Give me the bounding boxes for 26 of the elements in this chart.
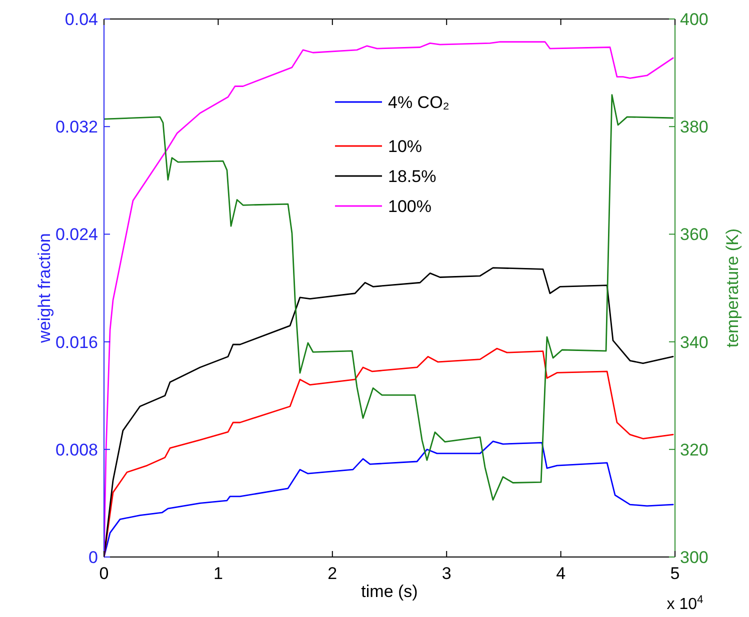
x-tick-label: 1 [213, 564, 223, 583]
y2-axis-title: temperature (K) [723, 228, 742, 348]
y2-tick-label: 340 [680, 332, 708, 352]
x-tick-label: 2 [328, 564, 338, 583]
x-tick-label: 4 [556, 564, 566, 583]
text: x 10$^{4}$ [666, 594, 704, 613]
y2-tick-label: 300 [680, 548, 708, 567]
y-tick-label: 0 [88, 548, 98, 567]
y2-tick-label: 360 [680, 225, 708, 244]
y-tick-label: 0.008 [55, 440, 98, 460]
y-axis-title: weight fraction [35, 233, 54, 344]
legend-label: 4% CO₂ [388, 93, 450, 112]
y-tick-label: 0.024 [55, 225, 98, 244]
y2-tick-label: 380 [680, 118, 708, 137]
x-tick-label: 3 [442, 564, 452, 583]
y-tick-label: 0.04 [64, 10, 98, 29]
x-axis-title: time (s) [361, 582, 418, 601]
y-tick-label: 0.032 [55, 118, 98, 137]
y-tick-label: 0.016 [55, 332, 98, 352]
legend-label: 18.5% [388, 167, 436, 186]
y2-tick-label: 400 [680, 10, 708, 29]
legend-label: 100% [388, 197, 432, 216]
y2-tick-label: 320 [680, 440, 708, 460]
legend-label: 10% [388, 137, 422, 156]
line-series [104, 94, 674, 501]
x-tick-label: 5 [670, 564, 680, 583]
